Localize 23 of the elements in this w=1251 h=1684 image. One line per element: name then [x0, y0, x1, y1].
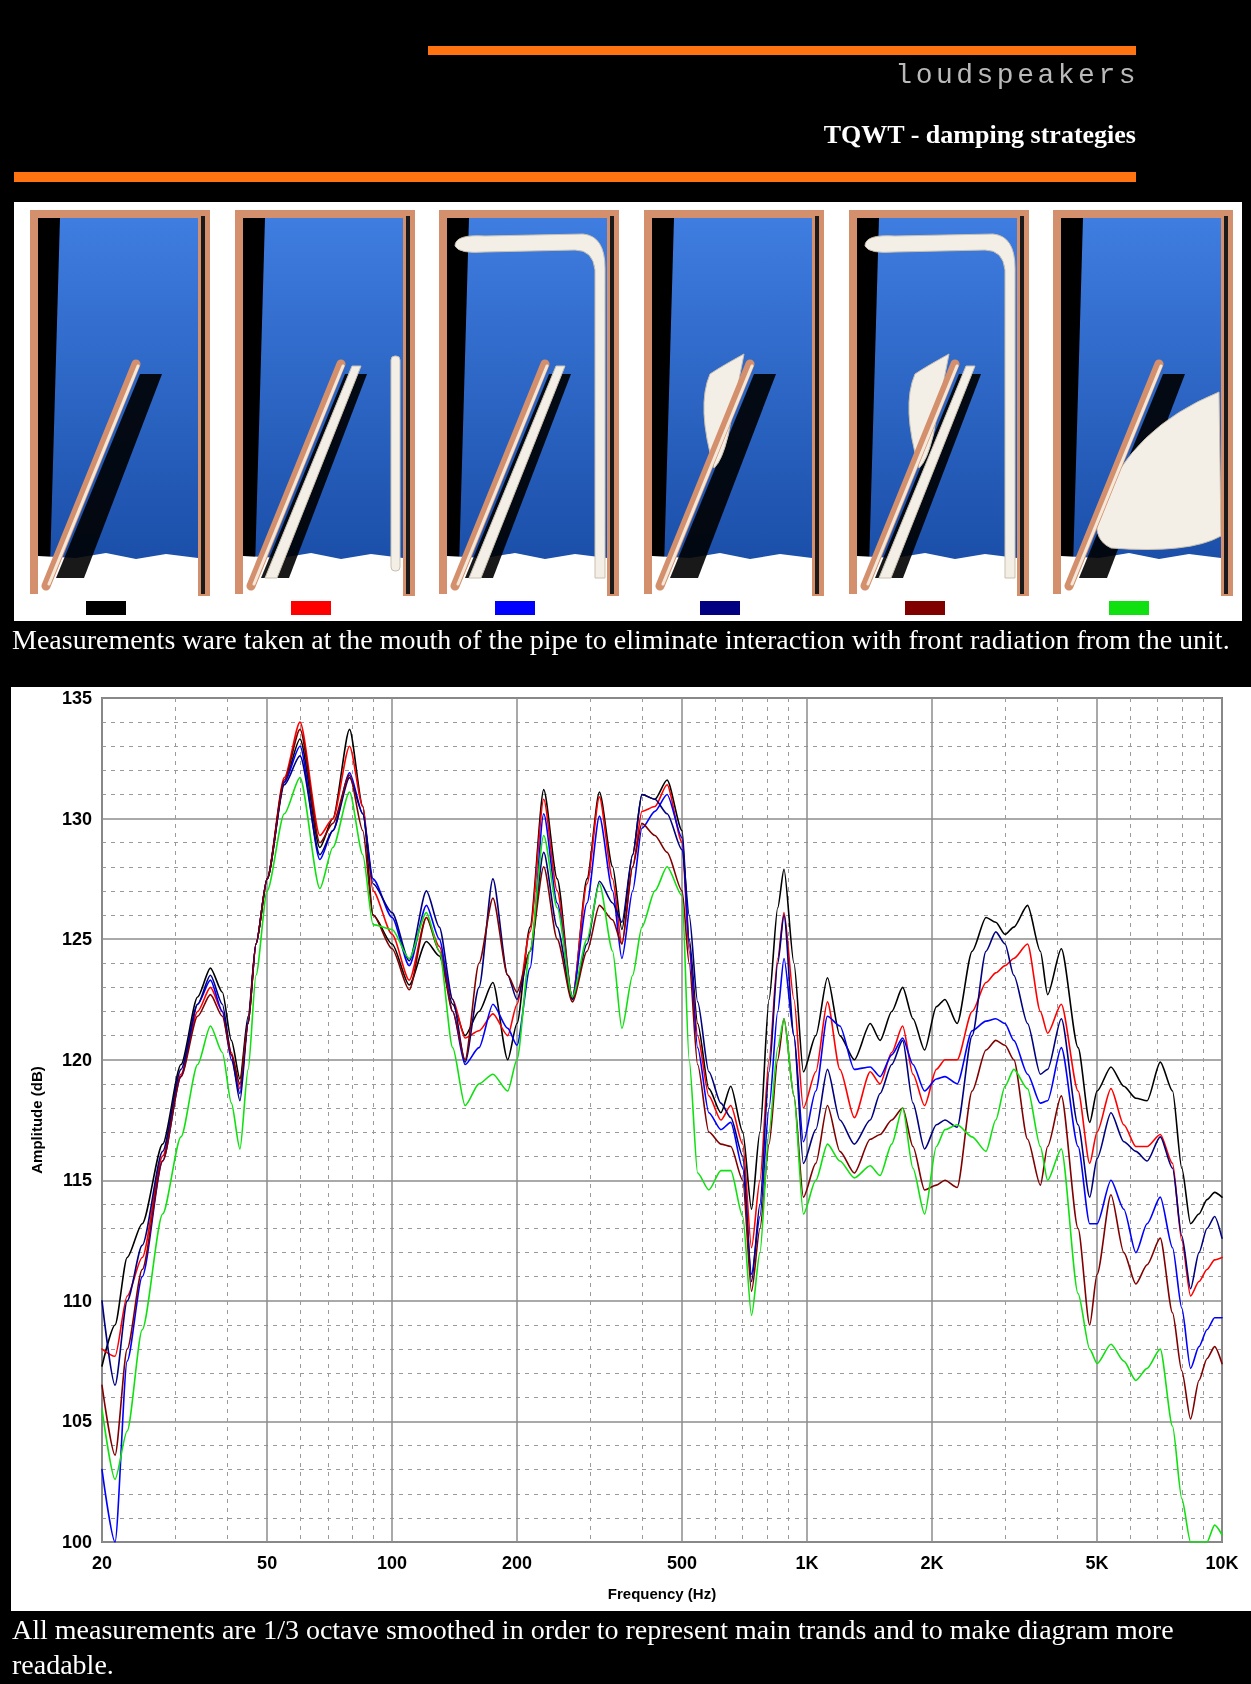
y-tick-label: 105: [61, 1411, 92, 1432]
x-tick-label: 1K: [795, 1553, 819, 1573]
y-tick-label: 110: [62, 1290, 92, 1311]
text: Measurements ware taken at the mouth of the pipe to eliminate interaction with front radiation from the unit.: [12, 623, 1231, 657]
text: All measurements are 1/3 octave smoothed in order to represent main trands and to make diagram more readable.: [12, 1613, 1175, 1682]
y-tick-label: 130: [61, 808, 92, 829]
y-tick-label: 135: [61, 688, 92, 708]
x-tick-label: 100: [377, 1553, 408, 1573]
x-axis-title: Frequency (Hz): [607, 1585, 717, 1602]
x-tick-label: 200: [501, 1553, 532, 1573]
x-tick-label: 50: [257, 1553, 278, 1573]
chart-title: TQWT - damping strategies: [823, 120, 1136, 150]
x-tick-label: 500: [667, 1553, 698, 1573]
x-tick-label: 20: [91, 1553, 113, 1573]
x-tick-label: 5K: [1085, 1553, 1109, 1573]
y-tick-label: 120: [61, 1049, 92, 1070]
y-tick-label: 115: [62, 1170, 92, 1191]
y-tick-label: 100: [61, 1532, 92, 1552]
y-axis-title: Amplitude (dB): [28, 1066, 45, 1174]
x-tick-label: 2K: [920, 1553, 944, 1573]
y-tick-label: 125: [61, 929, 92, 950]
chart-subtitle: loudspeakers: [895, 60, 1139, 91]
x-tick-label: 10K: [1205, 1553, 1239, 1573]
